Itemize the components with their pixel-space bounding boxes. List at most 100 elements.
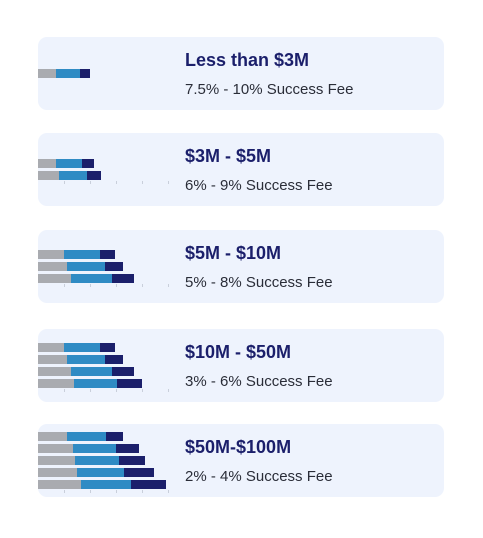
axis-tick [142, 181, 143, 184]
tier-title: $3M - $5M [185, 146, 272, 166]
stacked-bar [38, 468, 154, 477]
fee-tier-card: Less than $3M 7.5% - 10% Success Fee [38, 37, 444, 110]
bar-segment-gray [38, 250, 64, 259]
stacked-bar [38, 171, 101, 180]
bar-segment-blue [67, 432, 106, 441]
bar-segment-navy [106, 432, 123, 441]
axis-tick [116, 181, 117, 184]
axis-tick [64, 490, 65, 493]
bar-segment-blue [64, 343, 100, 352]
axis-tick [116, 389, 117, 392]
bar-segment-gray [38, 159, 56, 168]
bar-segment-blue [74, 379, 117, 388]
bar-segment-navy [80, 69, 90, 78]
bar-segment-gray [38, 274, 71, 283]
bar-segment-navy [131, 480, 166, 489]
bar-segment-gray [38, 171, 59, 180]
bar-segment-blue [71, 367, 112, 376]
stacked-bar [38, 367, 134, 376]
bar-segment-blue [71, 274, 112, 283]
axis-tick [142, 490, 143, 493]
bar-segment-blue [81, 480, 131, 489]
stacked-bar [38, 432, 123, 441]
bar-segment-navy [112, 274, 134, 283]
bar-segment-gray [38, 468, 77, 477]
stacked-bar [38, 355, 123, 364]
bar-segment-gray [38, 432, 67, 441]
bar-segment-navy [100, 250, 115, 259]
bar-segment-blue [77, 468, 124, 477]
stacked-bar [38, 262, 123, 271]
bar-segment-navy [82, 159, 94, 168]
bar-segment-navy [124, 468, 154, 477]
axis-tick [64, 389, 65, 392]
axis-tick [168, 181, 169, 184]
tier-fee: 7.5% - 10% Success Fee [185, 81, 354, 98]
tier-fee: 5% - 8% Success Fee [185, 274, 333, 291]
axis-tick [90, 181, 91, 184]
tier-fee: 3% - 6% Success Fee [185, 373, 333, 390]
bar-segment-navy [87, 171, 101, 180]
tier-bar-graphic [38, 133, 178, 206]
stacked-bar [38, 480, 166, 489]
axis-tick [142, 389, 143, 392]
stacked-bar [38, 456, 145, 465]
tier-bar-graphic [38, 37, 178, 110]
tier-title: Less than $3M [185, 50, 310, 70]
axis-tick [142, 284, 143, 287]
axis-tick [90, 490, 91, 493]
axis-tick [90, 389, 91, 392]
bar-segment-blue [73, 444, 116, 453]
bar-segment-blue [56, 159, 82, 168]
tier-title: $5M - $10M [185, 243, 282, 263]
axis-tick [168, 490, 169, 493]
axis-tick [116, 490, 117, 493]
fee-tier-card: $50M-$100M 2% - 4% Success Fee [38, 424, 444, 497]
axis-tick [168, 389, 169, 392]
bar-segment-navy [119, 456, 145, 465]
bar-segment-navy [100, 343, 115, 352]
bar-segment-gray [38, 69, 56, 78]
fee-tier-card: $3M - $5M 6% - 9% Success Fee [38, 133, 444, 206]
bar-segment-blue [75, 456, 119, 465]
fee-tier-card: $5M - $10M 5% - 8% Success Fee [38, 230, 444, 303]
tier-title: $50M-$100M [185, 437, 292, 457]
stacked-bar [38, 444, 139, 453]
bar-segment-blue [59, 171, 87, 180]
stacked-bar [38, 69, 90, 78]
tier-bar-graphic [38, 424, 178, 497]
bar-segment-gray [38, 262, 67, 271]
bar-segment-navy [112, 367, 134, 376]
tier-bar-graphic [38, 230, 178, 303]
bar-segment-navy [117, 379, 142, 388]
bar-segment-gray [38, 480, 81, 489]
stacked-bar [38, 274, 134, 283]
bar-segment-gray [38, 355, 67, 364]
bar-segment-gray [38, 367, 71, 376]
bar-segment-blue [56, 69, 80, 78]
axis-tick [64, 181, 65, 184]
bar-segment-blue [67, 262, 105, 271]
tier-fee: 6% - 9% Success Fee [185, 177, 333, 194]
axis-tick [168, 284, 169, 287]
bar-segment-navy [116, 444, 139, 453]
fee-tier-card: $10M - $50M 3% - 6% Success Fee [38, 329, 444, 402]
bar-segment-gray [38, 444, 73, 453]
axis-tick [116, 284, 117, 287]
stacked-bar [38, 343, 115, 352]
tier-bar-graphic [38, 329, 178, 402]
stacked-bar [38, 159, 94, 168]
bar-segment-gray [38, 343, 64, 352]
stacked-bar [38, 379, 142, 388]
bar-segment-gray [38, 456, 75, 465]
bar-segment-navy [105, 355, 123, 364]
bar-segment-gray [38, 379, 74, 388]
stacked-bar [38, 250, 115, 259]
tier-title: $10M - $50M [185, 342, 292, 362]
bar-segment-blue [67, 355, 105, 364]
axis-tick [90, 284, 91, 287]
tier-fee: 2% - 4% Success Fee [185, 468, 333, 485]
bar-segment-navy [105, 262, 123, 271]
axis-tick [64, 284, 65, 287]
bar-segment-blue [64, 250, 100, 259]
